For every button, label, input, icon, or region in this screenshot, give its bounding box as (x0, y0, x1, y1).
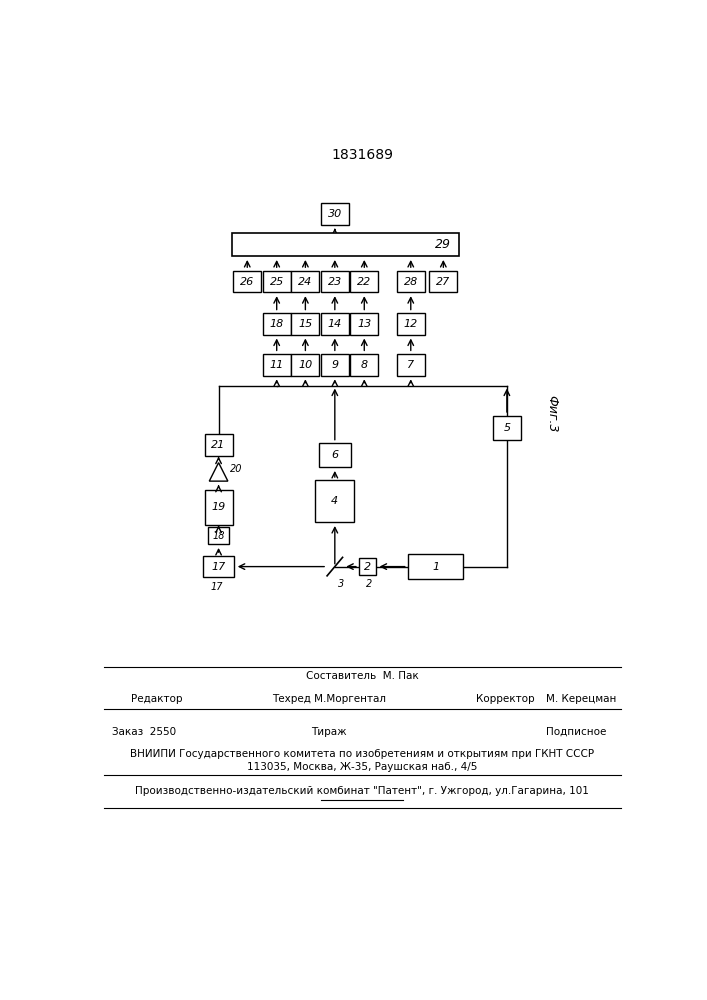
Text: 21: 21 (211, 440, 226, 450)
Bar (321, 354, 349, 376)
Bar (351, 271, 378, 292)
Text: 113035, Москва, Ж-35, Раушская наб., 4/5: 113035, Москва, Ж-35, Раушская наб., 4/5 (247, 762, 477, 772)
Text: 10: 10 (298, 360, 312, 370)
Text: 1831689: 1831689 (331, 148, 393, 162)
Text: 11: 11 (269, 360, 284, 370)
Text: Составитель  М. Пак: Составитель М. Пак (305, 671, 419, 681)
Bar (359, 558, 376, 575)
Bar (319, 443, 351, 467)
Text: 14: 14 (328, 319, 342, 329)
Text: 28: 28 (404, 277, 418, 287)
Bar (351, 313, 378, 335)
Bar (263, 313, 291, 335)
Bar (263, 271, 291, 292)
Text: 4: 4 (332, 496, 339, 506)
Text: 30: 30 (328, 209, 342, 219)
Text: 25: 25 (269, 277, 284, 287)
Text: 19: 19 (211, 502, 226, 512)
Text: М. Керецман: М. Керецман (546, 694, 616, 704)
Text: 17: 17 (211, 582, 223, 592)
Text: Редактор: Редактор (131, 694, 182, 704)
Text: 29: 29 (436, 238, 451, 251)
Text: 9: 9 (332, 360, 339, 370)
Bar (408, 554, 464, 579)
Text: Тираж: Тираж (311, 727, 346, 737)
Bar (263, 354, 291, 376)
Bar (315, 480, 354, 522)
Bar (351, 354, 378, 376)
Bar (321, 271, 349, 292)
Text: 17: 17 (211, 562, 226, 572)
Text: 8: 8 (361, 360, 368, 370)
Bar (397, 313, 425, 335)
Bar (321, 203, 349, 225)
Text: 22: 22 (357, 277, 371, 287)
Text: 15: 15 (298, 319, 312, 329)
Text: 13: 13 (357, 319, 371, 329)
Text: 27: 27 (436, 277, 450, 287)
Text: Заказ  2550: Заказ 2550 (112, 727, 176, 737)
Text: 1: 1 (432, 562, 439, 572)
Bar (397, 354, 425, 376)
Text: Фиг.3: Фиг.3 (545, 395, 559, 433)
Bar (208, 527, 230, 544)
Bar (203, 556, 234, 577)
Text: ВНИИПИ Государственного комитета по изобретениям и открытиям при ГКНТ СССР: ВНИИПИ Государственного комитета по изоб… (130, 749, 594, 759)
Text: Корректор: Корректор (476, 694, 534, 704)
Text: 18: 18 (212, 531, 225, 541)
Bar (233, 271, 261, 292)
Bar (321, 313, 349, 335)
Text: 2: 2 (366, 579, 372, 589)
Text: Техред М.Моргентал: Техред М.Моргентал (271, 694, 385, 704)
Text: 24: 24 (298, 277, 312, 287)
Text: 3: 3 (338, 579, 344, 589)
Text: 7: 7 (407, 360, 414, 370)
Text: 2: 2 (364, 562, 371, 572)
Text: 18: 18 (269, 319, 284, 329)
Text: 26: 26 (240, 277, 255, 287)
Text: 5: 5 (503, 423, 510, 433)
Text: 12: 12 (404, 319, 418, 329)
Bar (291, 271, 320, 292)
Text: 23: 23 (328, 277, 342, 287)
Bar (204, 490, 233, 525)
Bar (493, 416, 521, 440)
Bar (397, 271, 425, 292)
Text: Подписное: Подписное (546, 727, 606, 737)
Bar (429, 271, 457, 292)
Bar (291, 313, 320, 335)
Bar (291, 354, 320, 376)
Text: 20: 20 (230, 464, 243, 474)
Text: 6: 6 (332, 450, 339, 460)
Bar (232, 233, 459, 256)
Text: Производственно-издательский комбинат "Патент", г. Ужгород, ул.Гагарина, 101: Производственно-издательский комбинат "П… (135, 786, 589, 796)
Bar (204, 434, 233, 456)
